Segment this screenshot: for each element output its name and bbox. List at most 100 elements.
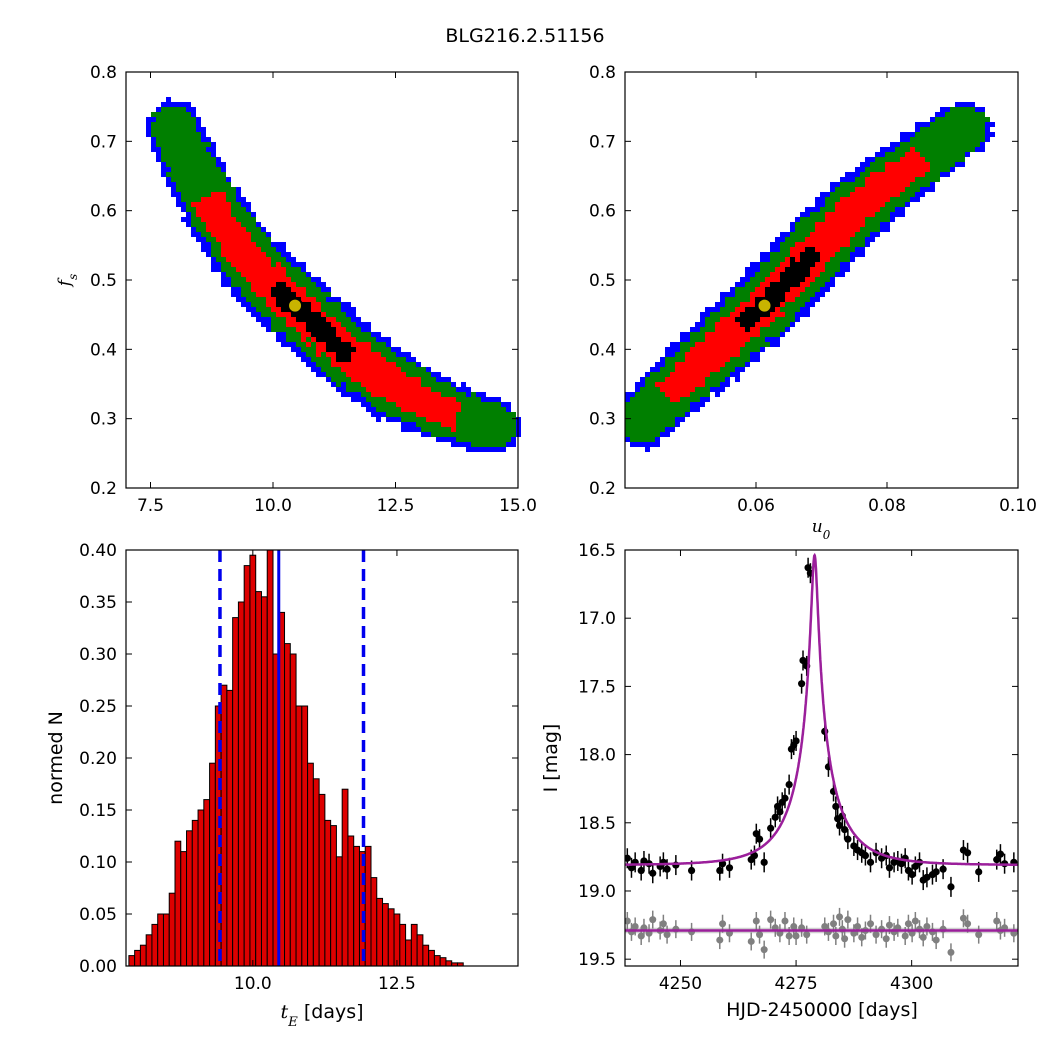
tr-density-middle-cell <box>930 147 935 152</box>
tl-density-outer-cell <box>211 152 216 157</box>
tl-density-inner-cell <box>301 322 306 327</box>
tl-density-core-cell <box>271 287 276 292</box>
tr-density-outer-cell <box>695 322 700 327</box>
tr-density-outer-cell <box>975 107 980 112</box>
tl-density-outer-cell <box>211 147 216 152</box>
tr-density-middle-cell <box>930 157 935 162</box>
tl-density-outer-cell <box>146 122 151 127</box>
tl-density-middle-cell <box>216 177 221 182</box>
tr-density-inner-cell <box>740 332 745 337</box>
tl-density-middle-cell <box>196 132 201 137</box>
tl-density-inner-cell <box>251 242 256 247</box>
tl-density-inner-cell <box>206 217 211 222</box>
tl-density-outer-cell <box>276 337 281 342</box>
tl-density-inner-cell <box>366 372 371 377</box>
tr-density-inner-cell <box>820 242 825 247</box>
tl-density-middle-cell <box>481 402 486 407</box>
tr-density-middle-cell <box>910 192 915 197</box>
tl-density-core-cell <box>326 332 331 337</box>
br-residual-point <box>752 917 760 925</box>
tr-density-outer-cell <box>765 252 770 257</box>
tl-density-inner-cell <box>316 342 321 347</box>
tr-density-outer-cell <box>730 292 735 297</box>
tr-density-inner-cell <box>895 177 900 182</box>
tl-density-middle-cell <box>161 152 166 157</box>
tl-density-middle-cell <box>211 167 216 172</box>
tl-density-outer-cell <box>431 372 436 377</box>
tr-density-middle-cell <box>830 257 835 262</box>
tl-density-middle-cell <box>251 297 256 302</box>
tr-density-middle-cell <box>725 307 730 312</box>
tr-density-middle-cell <box>690 337 695 342</box>
br-frame <box>624 549 1019 967</box>
tl-density-middle-cell <box>356 387 361 392</box>
tl-density-inner-cell <box>371 382 376 387</box>
tl-density-outer-cell <box>291 342 296 347</box>
tr-density-outer-cell <box>820 202 825 207</box>
tr-density-middle-cell <box>765 267 770 272</box>
tl-density-inner-cell <box>386 397 391 402</box>
br-ytick-label: 19.5 <box>578 950 616 970</box>
tl-density-inner-cell <box>246 247 251 252</box>
tl-density-inner-cell <box>261 267 266 272</box>
tl-density-middle-cell <box>471 442 476 447</box>
tl-density-middle-cell <box>486 402 491 407</box>
tl-density-middle-cell <box>371 347 376 352</box>
tr-density-middle-cell <box>775 257 780 262</box>
tl-density-inner-cell <box>261 292 266 297</box>
tl-density-middle-cell <box>211 242 216 247</box>
tr-density-inner-cell <box>845 232 850 237</box>
tr-density-middle-cell <box>785 312 790 317</box>
tr-density-inner-cell <box>685 372 690 377</box>
tr-density-middle-cell <box>950 162 955 167</box>
tl-density-core-cell <box>311 332 316 337</box>
br-data-point <box>750 851 759 860</box>
tl-density-inner-cell <box>351 377 356 382</box>
tr-density-inner-cell <box>825 232 830 237</box>
tl-density-inner-cell <box>416 397 421 402</box>
tl-density-middle-cell <box>181 157 186 162</box>
tl-density-inner-cell <box>211 192 216 197</box>
tl-density-inner-cell <box>276 272 281 277</box>
tl-density-core-cell <box>281 287 286 292</box>
tr-density-inner-cell <box>900 177 905 182</box>
tl-density-middle-cell <box>426 372 431 377</box>
tl-density-outer-cell <box>196 117 201 122</box>
tl-density-middle-cell <box>246 282 251 287</box>
tl-density-outer-cell <box>321 282 326 287</box>
tr-density-middle-cell <box>660 412 665 417</box>
tr-density-inner-cell <box>815 272 820 277</box>
bl-ytick-label: 0.30 <box>79 645 117 665</box>
br-residual-point <box>858 933 866 941</box>
tr-density-core-cell <box>810 247 815 252</box>
tl-density-middle-cell <box>226 262 231 267</box>
tr-density-middle-cell <box>740 352 745 357</box>
tr-density-core-cell <box>770 282 775 287</box>
tl-density-middle-cell <box>411 372 416 377</box>
tr-density-middle-cell <box>625 412 630 417</box>
tl-density-middle-cell <box>391 407 396 412</box>
tl-density-middle-cell <box>156 122 161 127</box>
tl-density-middle-cell <box>256 297 261 302</box>
tr-density-middle-cell <box>845 247 850 252</box>
tr-density-outer-cell <box>850 257 855 262</box>
tr-density-middle-cell <box>960 137 965 142</box>
tl-density-middle-cell <box>241 282 246 287</box>
tl-density-outer-cell <box>361 322 366 327</box>
tr-density-inner-cell <box>695 347 700 352</box>
tl-density-middle-cell <box>176 162 181 167</box>
tl-density-inner-cell <box>226 222 231 227</box>
tl-density-inner-cell <box>211 202 216 207</box>
tl-density-middle-cell <box>171 157 176 162</box>
tr-density-inner-cell <box>695 377 700 382</box>
tr-density-core-cell <box>765 292 770 297</box>
tr-density-middle-cell <box>950 137 955 142</box>
br-residual-point <box>872 931 880 939</box>
tl-density-outer-cell <box>446 377 451 382</box>
tl-density-middle-cell <box>321 357 326 362</box>
tl-density-middle-cell <box>266 307 271 312</box>
tl-density-outer-cell <box>211 257 216 262</box>
tr-density-outer-cell <box>680 417 685 422</box>
tl-density-outer-cell <box>216 267 221 272</box>
tl-density-middle-cell <box>231 207 236 212</box>
